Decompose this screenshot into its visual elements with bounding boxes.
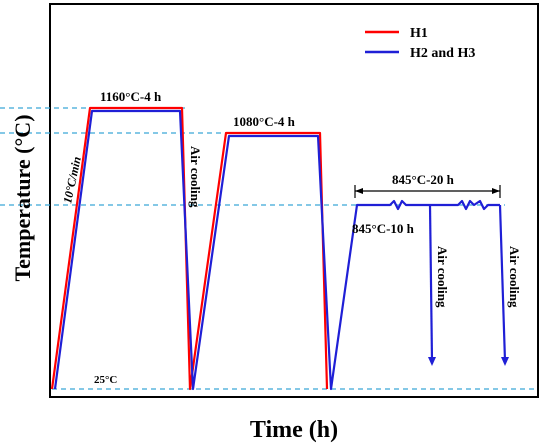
series-h2h3-drop-20h <box>498 204 507 362</box>
y-axis-title: Temperature (°C) <box>10 114 35 281</box>
label-air-cooling-3: Air cooling <box>507 246 522 308</box>
span-845-20h <box>354 185 501 198</box>
label-air-cooling-1: Air cooling <box>188 146 203 208</box>
series-h2h3-drop-10h <box>428 204 434 362</box>
label-air-cooling-2: Air cooling <box>435 246 450 308</box>
legend-label-h2h3: H2 and H3 <box>410 46 475 61</box>
series-h2h3-line <box>53 109 430 391</box>
span-arrow-right <box>492 188 500 194</box>
label-1080-hold: 1080°C-4 h <box>233 114 296 129</box>
label-845-10h: 845°C-10 h <box>352 221 415 236</box>
legend: H1 H2 and H3 <box>365 26 475 61</box>
x-axis-title: Time (h) <box>250 417 338 443</box>
span-arrow-left <box>355 188 363 194</box>
series-h2h3-extended-hold <box>430 199 500 211</box>
arrow-head-10h <box>428 357 436 366</box>
label-1160-hold: 1160°C-4 h <box>100 89 162 104</box>
label-25c: 25°C <box>94 374 117 386</box>
series-h1-line <box>50 106 329 391</box>
legend-label-h1: H1 <box>410 26 428 41</box>
reference-lines <box>0 107 538 390</box>
series-h2h3 <box>53 109 507 391</box>
arrow-head-20h <box>501 357 509 366</box>
label-845-20h: 845°C-20 h <box>392 172 455 187</box>
plot-frame <box>49 3 539 398</box>
